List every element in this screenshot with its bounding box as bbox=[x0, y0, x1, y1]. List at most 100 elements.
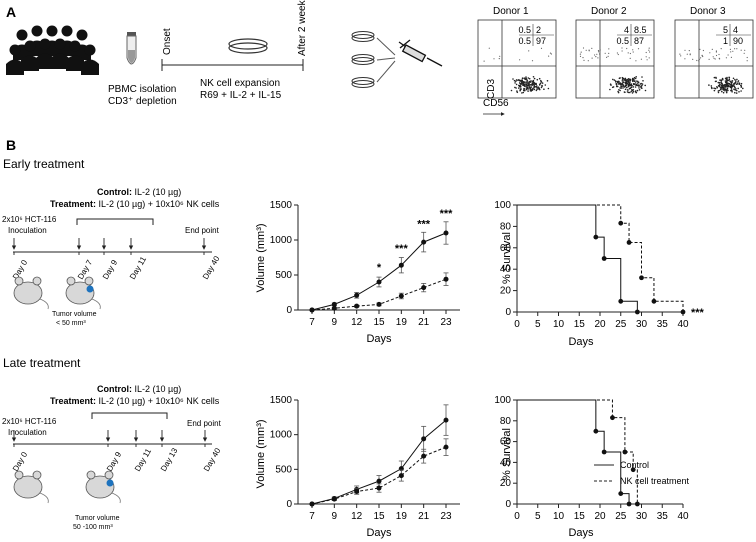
mouse-icon bbox=[13, 470, 49, 504]
y-axis-label: % Survival bbox=[501, 428, 513, 480]
data-point bbox=[398, 262, 404, 268]
quadrant-value: 8.5 bbox=[634, 25, 647, 35]
significance-marker: *** bbox=[417, 218, 431, 230]
pbmc-text-2: CD3⁺ depletion bbox=[108, 96, 177, 107]
y-tick-label: 500 bbox=[275, 464, 292, 475]
after-2-weeks-label: After 2 weeks bbox=[297, 0, 308, 56]
mouse-with-tumor-icon bbox=[65, 276, 101, 310]
y-tick-label: 1500 bbox=[270, 395, 293, 406]
y-tick-label: 20 bbox=[500, 286, 512, 297]
day-label: Day 11 bbox=[128, 255, 148, 281]
flow-plot-1: Donor 1 0.5 2 0.5 97 bbox=[477, 6, 557, 99]
volume-chart-3: 0 500 1000 1500 7 9 12 15 19 21 23 Volume (mm³) Days bbox=[255, 395, 460, 539]
data-point bbox=[354, 303, 360, 309]
early-cells-text-1: 2x10⁶ HCT-116 bbox=[2, 215, 57, 224]
data-point bbox=[331, 496, 337, 502]
flow-plot-2: Donor 2 4 8.5 0.5 87 bbox=[575, 6, 655, 99]
data-point bbox=[443, 230, 449, 236]
x-tick-label: 19 bbox=[396, 511, 408, 522]
y-tick-label: 0 bbox=[286, 499, 292, 510]
tumor-dot bbox=[106, 479, 114, 487]
quadrant-value: 4 bbox=[733, 25, 738, 35]
x-tick-label: 30 bbox=[636, 511, 648, 522]
survival-point bbox=[634, 309, 640, 315]
y-tick-label: 1500 bbox=[270, 200, 293, 211]
quadrant-value: 1 bbox=[723, 36, 728, 46]
survival-legend: Control NK cell treatment bbox=[594, 460, 690, 486]
quadrant-value: 0.5 bbox=[616, 36, 629, 46]
x-tick-label: 9 bbox=[332, 511, 338, 522]
x-tick-label: 15 bbox=[373, 511, 385, 522]
quadrant-value: 0.5 bbox=[518, 25, 531, 35]
test-tube-icon bbox=[126, 32, 137, 65]
y-tick-label: 80 bbox=[500, 416, 512, 427]
x-tick-label: 10 bbox=[553, 319, 565, 330]
split-dishes-icon bbox=[351, 31, 396, 88]
y-tick-label: 40 bbox=[500, 457, 512, 468]
y-tick-label: 0 bbox=[286, 305, 292, 316]
nk-expansion-text-2: R69 + IL-2 + IL-15 bbox=[200, 90, 282, 101]
culture-dish-icon bbox=[228, 38, 268, 54]
quadrant-value: 4 bbox=[624, 25, 629, 35]
late-tumor-text-2: 50 -100 mm³ bbox=[73, 524, 113, 531]
late-treatment-text: IL-2 (10 µg) + 10x10⁶ NK cells bbox=[96, 396, 220, 406]
survival-point bbox=[634, 501, 640, 507]
x-tick-label: 15 bbox=[373, 317, 385, 328]
syringe-icon bbox=[398, 39, 443, 67]
svg-text:Treatment: IL-2 (10 µg) + 10x1: Treatment: IL-2 (10 µg) + 10x10⁶ NK cell… bbox=[50, 396, 220, 406]
x-tick-label: 10 bbox=[553, 511, 565, 522]
survival-line-solid bbox=[517, 204, 638, 312]
x-tick-label: 35 bbox=[657, 511, 669, 522]
x-tick-label: 21 bbox=[418, 511, 430, 522]
survival-line-dashed bbox=[517, 399, 638, 504]
x-tick-label: 19 bbox=[396, 317, 408, 328]
legend-control-label: Control bbox=[620, 460, 649, 470]
day-label: Day 9 bbox=[101, 258, 120, 281]
mouse-icon bbox=[13, 276, 49, 310]
x-axis-label: Days bbox=[568, 527, 594, 539]
data-point bbox=[309, 501, 315, 507]
quadrant-value: 0.5 bbox=[518, 36, 531, 46]
x-tick-label: 15 bbox=[574, 511, 586, 522]
x-tick-label: 25 bbox=[615, 511, 627, 522]
pbmc-text-1: PBMC isolation bbox=[108, 84, 176, 95]
panel-b-label: B bbox=[6, 137, 16, 153]
y-axis-label: Volume (mm³) bbox=[255, 419, 267, 488]
flow-plot-frame bbox=[674, 19, 754, 99]
donor-label-3: Donor 3 bbox=[690, 6, 726, 17]
event-dots bbox=[679, 48, 748, 94]
late-control-label: Control: bbox=[97, 384, 132, 394]
data-point bbox=[376, 485, 382, 491]
x-axis-label: Days bbox=[366, 527, 392, 539]
x-axis-label: Days bbox=[568, 336, 594, 348]
data-point bbox=[376, 279, 382, 285]
x-tick-label: 7 bbox=[309, 511, 315, 522]
svg-text:Control: IL-2 (10 µg): Control: IL-2 (10 µg) bbox=[97, 384, 181, 394]
data-point bbox=[331, 301, 337, 307]
x-tick-label: 21 bbox=[418, 317, 430, 328]
late-treatment-label: Treatment: bbox=[50, 396, 96, 406]
survival-point bbox=[680, 309, 686, 315]
survival-point bbox=[626, 501, 632, 507]
panel-a-label: A bbox=[6, 4, 16, 20]
mouse-with-tumor-icon bbox=[85, 470, 121, 504]
late-cells-text-1: 2x10⁶ HCT-116 bbox=[2, 417, 57, 426]
x-tick-label: 12 bbox=[351, 511, 363, 522]
quadrant-value: 90 bbox=[733, 36, 743, 46]
x-tick-label: 20 bbox=[594, 511, 606, 522]
survival-point bbox=[618, 491, 624, 496]
x-tick-label: 40 bbox=[677, 511, 689, 522]
survival-point bbox=[639, 275, 644, 281]
day-label: Day 40 bbox=[202, 446, 223, 473]
survival-point bbox=[593, 428, 599, 434]
x-tick-label: 40 bbox=[677, 319, 689, 330]
survival-point bbox=[630, 467, 636, 473]
quadrant-value: 97 bbox=[536, 36, 546, 46]
significance-marker: *** bbox=[440, 208, 454, 220]
day-label: Day 9 bbox=[105, 450, 124, 473]
x-tick-label: 12 bbox=[351, 317, 363, 328]
survival-point bbox=[622, 449, 628, 455]
early-control-text: IL-2 (10 µg) bbox=[132, 187, 181, 197]
day-label: Day 0 bbox=[11, 450, 30, 473]
y-axis-label: Volume (mm³) bbox=[255, 223, 267, 292]
